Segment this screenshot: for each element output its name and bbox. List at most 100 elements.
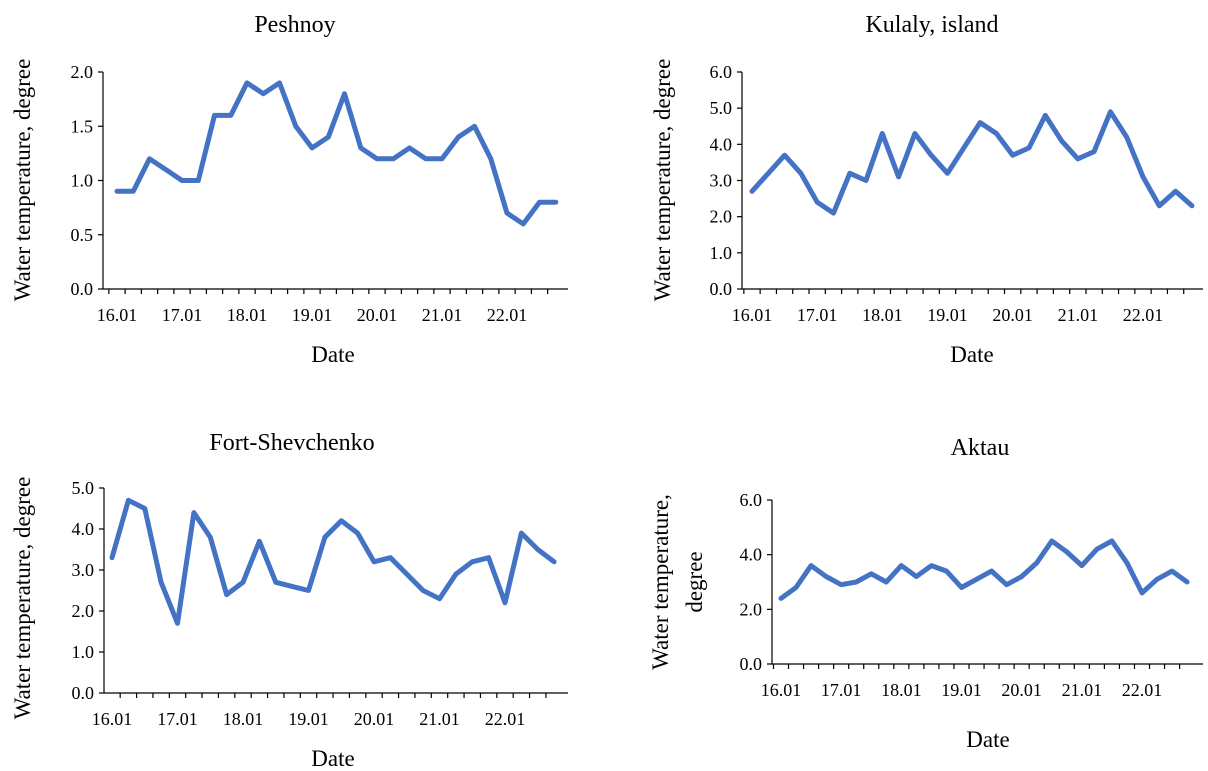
data-point bbox=[261, 91, 266, 96]
data-point bbox=[974, 577, 979, 582]
data-point bbox=[342, 91, 347, 96]
data-point bbox=[552, 559, 557, 564]
x-axis-label: Date bbox=[950, 342, 993, 367]
data-point bbox=[839, 582, 844, 587]
data-point bbox=[224, 592, 229, 597]
data-point bbox=[1043, 113, 1048, 118]
data-point bbox=[180, 178, 185, 183]
x-tick-label: 18.01 bbox=[223, 709, 264, 729]
data-point bbox=[1185, 580, 1190, 585]
x-tick-label: 18.01 bbox=[881, 680, 922, 700]
series-line bbox=[749, 109, 1195, 216]
data-point bbox=[782, 153, 787, 158]
data-point bbox=[290, 584, 295, 589]
data-point bbox=[809, 563, 814, 568]
y-tick-label: 4.0 bbox=[72, 519, 95, 539]
data-point bbox=[310, 145, 315, 150]
data-point bbox=[273, 580, 278, 585]
x-tick-label: 16.01 bbox=[732, 305, 773, 325]
data-point bbox=[470, 559, 475, 564]
chart-title: Kulaly, island bbox=[865, 12, 998, 38]
data-point bbox=[388, 555, 393, 560]
x-tick-label: 19.01 bbox=[927, 305, 968, 325]
data-point bbox=[880, 131, 885, 136]
x-tick-label: 19.01 bbox=[292, 305, 333, 325]
data-point bbox=[1141, 174, 1146, 179]
data-point bbox=[945, 171, 950, 176]
x-tick-label: 17.01 bbox=[821, 680, 862, 700]
data-point bbox=[1034, 560, 1039, 565]
data-point bbox=[994, 131, 999, 136]
y-tick-label: 5.0 bbox=[72, 478, 95, 498]
x-axis-label: Date bbox=[311, 342, 354, 367]
data-point bbox=[1124, 135, 1129, 140]
y-axis-label: Water temperature, degree bbox=[648, 494, 707, 670]
y-axis-label: Water temperature, degree bbox=[10, 477, 35, 720]
x-tick-label: 21.01 bbox=[419, 709, 460, 729]
chart-panel-2: Kulaly, island 0.0 1.0 2.0 3.0 4.0 5.0 6.0 16.01… bbox=[650, 12, 1203, 367]
data-point bbox=[944, 569, 949, 574]
data-point bbox=[322, 535, 327, 540]
chart-title: Aktau bbox=[951, 435, 1010, 461]
data-point bbox=[1155, 577, 1160, 582]
x-tick-label: 22.01 bbox=[487, 305, 528, 325]
y-tick-label: 6.0 bbox=[740, 490, 763, 510]
x-tick-label: 18.01 bbox=[227, 305, 268, 325]
x-tick-label: 17.01 bbox=[157, 709, 198, 729]
data-point bbox=[440, 156, 445, 161]
x-tick-label: 20.01 bbox=[1001, 680, 1042, 700]
data-point bbox=[115, 189, 120, 194]
y-axis-label: Water temperature, degree bbox=[650, 59, 675, 302]
data-point bbox=[1173, 189, 1178, 194]
data-point bbox=[142, 506, 147, 511]
y-tick-label: 1.0 bbox=[71, 171, 94, 191]
x-tick-label: 21.01 bbox=[1058, 305, 1099, 325]
y-tick-label: 3.0 bbox=[710, 171, 733, 191]
data-point bbox=[159, 580, 164, 585]
data-point bbox=[959, 585, 964, 590]
y-tick-label: 0.0 bbox=[710, 279, 733, 299]
y-tick-label: 4.0 bbox=[710, 134, 733, 154]
data-point bbox=[1108, 109, 1113, 114]
data-point bbox=[1124, 560, 1129, 565]
x-tick-label: 16.01 bbox=[97, 305, 138, 325]
data-point bbox=[1170, 569, 1175, 574]
data-point bbox=[1026, 145, 1031, 150]
x-tick-label: 20.01 bbox=[354, 709, 395, 729]
data-point bbox=[1049, 539, 1054, 544]
data-point bbox=[831, 211, 836, 216]
y-axis-label: Water temperature, degree bbox=[10, 59, 35, 302]
y-tick-label: 3.0 bbox=[72, 560, 95, 580]
data-point bbox=[824, 574, 829, 579]
data-point bbox=[815, 200, 820, 205]
data-point bbox=[1079, 563, 1084, 568]
data-point bbox=[519, 531, 524, 536]
data-point bbox=[535, 547, 540, 552]
data-point bbox=[869, 571, 874, 576]
data-point bbox=[864, 178, 869, 183]
x-tick-label: 20.01 bbox=[357, 305, 398, 325]
y-axis-label-line: Water temperature, bbox=[648, 494, 673, 670]
data-point bbox=[779, 596, 784, 601]
x-tick-label: 20.01 bbox=[992, 305, 1033, 325]
data-point bbox=[326, 135, 331, 140]
data-point bbox=[126, 498, 131, 503]
data-point bbox=[854, 580, 859, 585]
data-point bbox=[1059, 138, 1064, 143]
data-point bbox=[212, 113, 217, 118]
y-tick-label: 0.0 bbox=[71, 279, 94, 299]
x-tick-label: 21.01 bbox=[1062, 680, 1103, 700]
y-tick-label: 6.0 bbox=[710, 62, 733, 82]
data-point bbox=[375, 156, 380, 161]
data-point bbox=[391, 156, 396, 161]
data-point bbox=[1140, 590, 1145, 595]
data-point bbox=[553, 200, 558, 205]
data-point bbox=[1010, 153, 1015, 158]
data-point bbox=[437, 596, 442, 601]
y-tick-label: 1.5 bbox=[71, 116, 94, 136]
series-line bbox=[109, 497, 557, 626]
x-axis-label: Date bbox=[311, 746, 354, 771]
data-point bbox=[196, 178, 201, 183]
x-tick-label: 16.01 bbox=[761, 680, 802, 700]
